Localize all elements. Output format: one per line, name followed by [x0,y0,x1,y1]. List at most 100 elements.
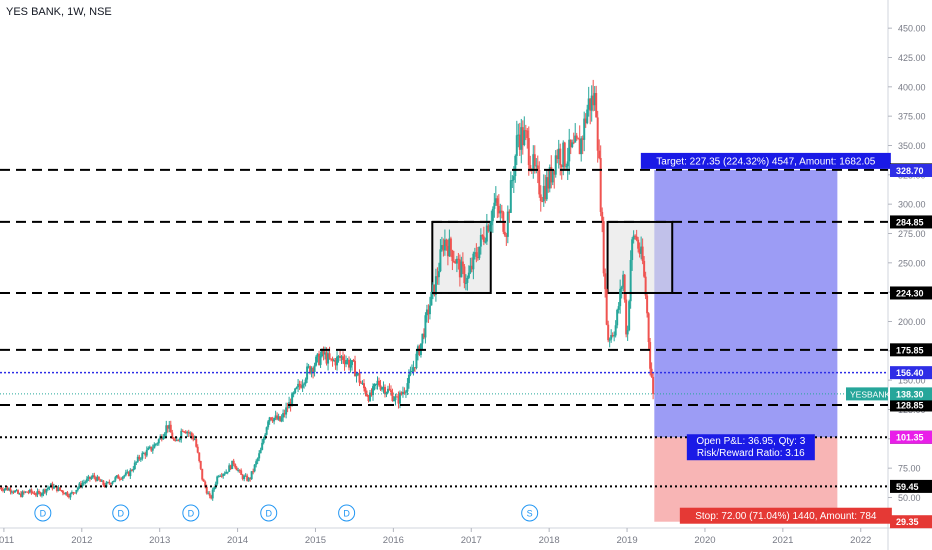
candle-body [190,432,193,437]
level-badge-label: 284.85 [896,217,924,227]
candle-body [327,353,330,364]
candle-body [81,483,84,487]
candle-body [520,127,523,150]
candle-body [369,392,371,401]
candle-body [138,456,141,459]
candle-body [171,432,174,439]
candle-body [536,165,539,170]
candle-body [389,390,392,393]
candle-body [575,135,578,139]
candle-body [427,309,430,315]
candle-body [85,478,88,482]
candle-body [111,482,114,485]
candle-body [84,481,87,483]
candle-body [316,353,319,357]
candle-body [57,487,60,491]
candle-body [244,475,247,477]
candle-body [100,480,103,482]
y-tick-label: 350.00 [898,141,926,151]
candle-body [610,335,613,340]
candle-body [454,261,457,264]
candle-body [499,210,502,214]
candle-body [524,130,527,132]
candle-body [79,483,82,487]
candle-body [629,260,632,302]
candle-body [307,366,310,368]
target-zone [654,169,838,438]
candle-body [527,138,530,166]
candle-body [18,493,21,495]
candle-body [51,483,54,489]
candle-body [286,407,289,409]
candle-body [593,93,596,106]
candle-body [261,442,264,450]
y-tick-label: 50.00 [898,493,921,503]
candle-body [428,305,431,315]
candle-body [460,261,463,278]
chart-title: YES BANK, 1W, NSE [6,6,112,18]
candle-body [397,396,400,404]
candle-body [31,492,34,494]
position-zones [654,169,838,522]
candle-body [451,250,454,262]
candle-body [231,460,234,470]
candle-body [458,259,461,278]
candle-body [78,483,81,488]
candle-body [572,142,575,144]
candle-body [371,386,374,396]
candle-body [457,258,460,260]
price-axis[interactable]: 450.00425.00400.00375.00350.00325.00300.… [846,24,932,529]
candle-body [526,130,529,139]
candle-body [172,438,175,440]
target-label [640,152,891,169]
candle-body [464,282,467,284]
level-badge [890,366,932,380]
candle-body [126,471,129,473]
x-tick-label: 2019 [616,535,637,546]
candle-body [175,439,178,442]
level-badge [890,286,932,300]
candle-body [303,383,306,385]
candle-body [581,138,584,140]
candle-body [139,458,142,460]
candle-body [646,295,649,314]
x-tick-label: 2014 [227,535,248,546]
candle-body [325,352,328,364]
candle-body [395,396,398,398]
level-badge-label: 175.85 [896,345,924,355]
candle-body [366,394,369,397]
level-badge-label: 156.40 [896,368,924,378]
y-tick-label: 150.00 [898,376,926,386]
stop-label [679,507,892,524]
candle-body [87,476,90,479]
candle-body [60,490,63,492]
candle-body [619,288,622,307]
candle-body [478,246,481,259]
candle-body [538,169,541,195]
candle-body [328,353,331,359]
candle-body [148,446,151,448]
candle-body [342,356,345,360]
candle-body [392,400,395,402]
candle-body [321,349,324,357]
candle-body [253,464,256,472]
candle-body [560,165,563,168]
candle-body [644,276,647,296]
candle-body [280,417,283,422]
stop-label-text: Stop: 72.00 (71.04%) 1440, Amount: 784 [695,511,877,522]
candle-body [413,367,416,369]
candle-body [195,439,198,447]
candle-body [364,388,367,395]
candle-body [99,479,102,482]
candle-body [136,456,139,462]
candle-body [400,392,403,395]
candle-body [553,170,556,175]
candle-body [70,492,73,494]
time-axis[interactable]: 2011 2012 2013 2014 2015 2016 2017 2018 2019 2020… [0,528,871,546]
candle-body [622,274,625,288]
y-tick-label: 400.00 [898,82,926,92]
candle-body [512,176,515,181]
